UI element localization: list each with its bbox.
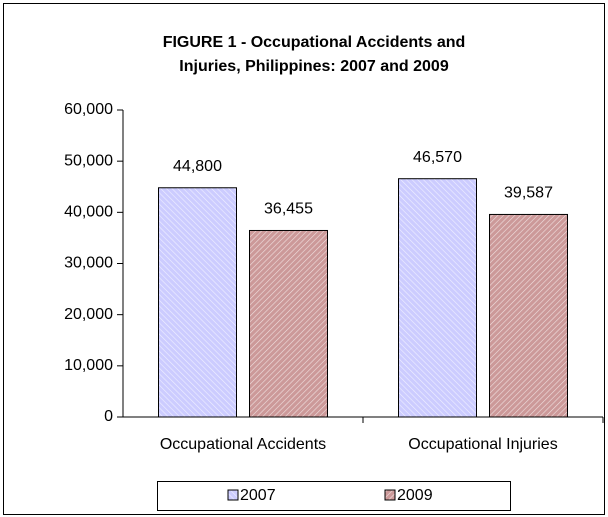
chart-title: Injuries, Philippines: 2007 and 2009 [179,58,449,75]
y-tick-label: 60,000 [64,101,113,118]
x-tick-label: Occupational Accidents [160,436,326,453]
value-label: 46,570 [413,149,462,166]
bar [249,229,328,418]
y-tick-label: 40,000 [64,204,113,221]
legend-swatch [227,489,239,501]
legend-box [157,481,511,511]
value-label: 39,587 [504,185,553,202]
y-tick-label: 10,000 [64,357,113,374]
y-tick-label: 20,000 [64,306,113,323]
y-tick-label: 30,000 [64,255,113,272]
chart-title: FIGURE 1 - Occupational Accidents and [163,34,466,51]
x-tick-label: Occupational Injuries [408,436,557,453]
bar [158,187,237,418]
value-label: 36,455 [264,201,313,218]
legend-label: 2009 [397,487,433,504]
value-label: 44,800 [173,158,222,175]
y-tick-label: 50,000 [64,152,113,169]
legend-swatch [384,489,396,501]
bar [398,178,477,418]
bar [489,213,568,418]
y-tick-label: 0 [104,408,113,425]
legend-label: 2007 [240,487,276,504]
